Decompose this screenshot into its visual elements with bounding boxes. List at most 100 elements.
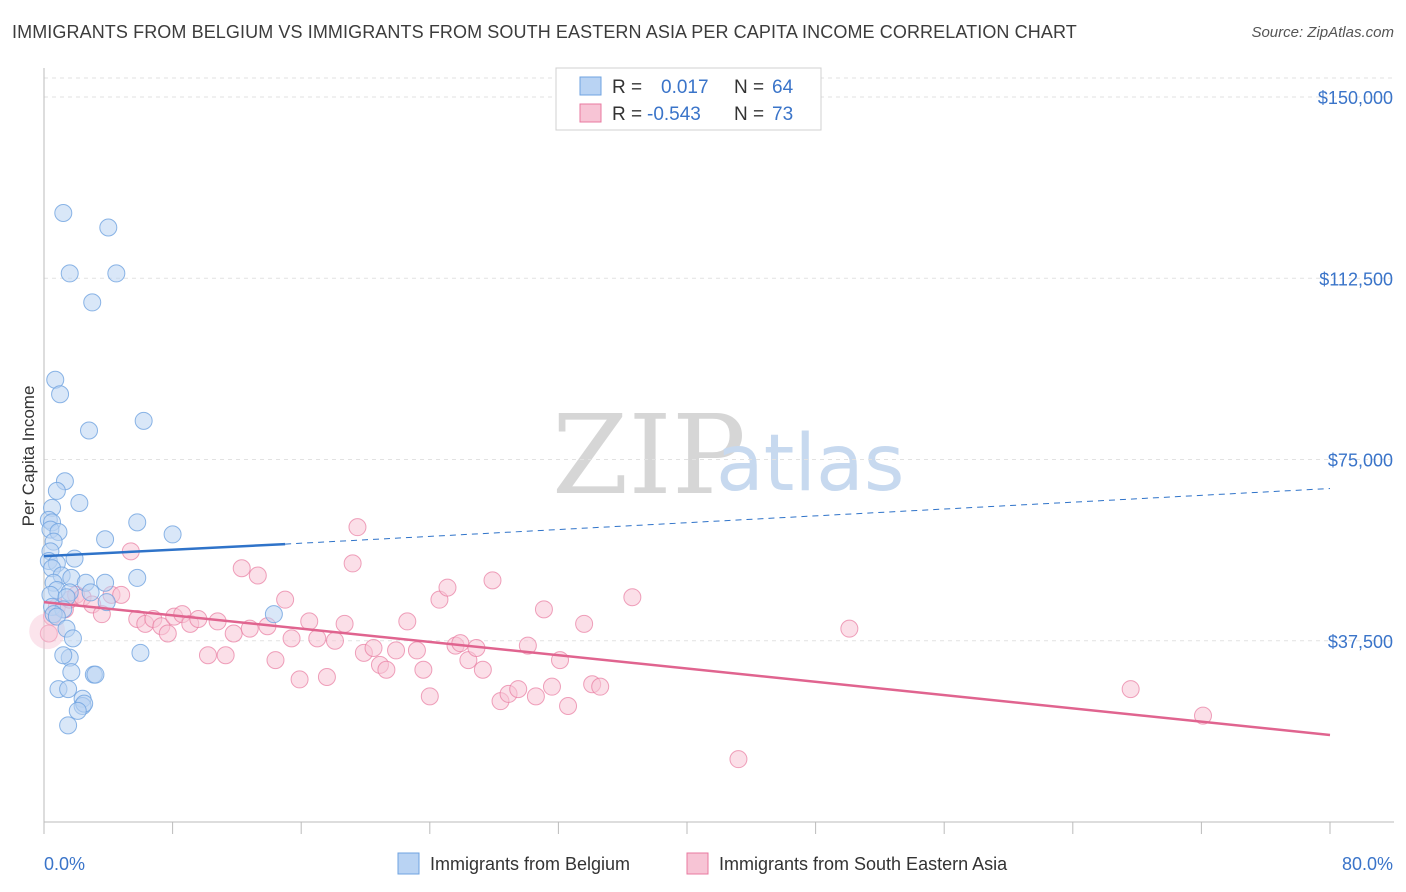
point-belgium: [47, 607, 66, 626]
point-south-eastern-asia: [623, 588, 642, 607]
point-south-eastern-asia: [840, 619, 859, 638]
x-axis-ticks: [43, 822, 1331, 834]
legend-swatch-sea: [579, 103, 602, 123]
series-legend: Immigrants from Belgium Immigrants from …: [397, 852, 1008, 875]
point-belgium: [128, 513, 147, 532]
point-belgium: [134, 411, 153, 430]
trend-line-belgium: [43, 542, 286, 558]
point-south-eastern-asia: [276, 590, 295, 609]
legend-n-label-sea: N =: [734, 104, 764, 125]
point-south-eastern-asia: [364, 639, 383, 657]
point-belgium: [70, 494, 89, 512]
point-south-eastern-asia: [248, 566, 267, 585]
trend-lines: [43, 488, 1331, 737]
legend-n-label-belgium: N =: [734, 77, 764, 98]
point-belgium: [97, 593, 116, 612]
point-belgium: [96, 530, 115, 549]
point-belgium: [65, 549, 84, 568]
y-tick-label: $150,000: [1318, 88, 1393, 108]
x-tick-label-max: 80.0%: [1342, 854, 1393, 874]
bottom-legend-label-belgium: Immigrants from Belgium: [430, 854, 630, 874]
trend-line-south-eastern-asia: [43, 600, 1331, 737]
point-belgium: [99, 218, 118, 237]
point-south-eastern-asia: [591, 677, 610, 696]
source-label: Source: ZipAtlas.com: [1251, 24, 1394, 41]
point-south-eastern-asia: [343, 554, 362, 573]
point-south-eastern-asia: [559, 697, 578, 715]
point-belgium: [107, 264, 126, 283]
point-south-eastern-asia: [308, 629, 327, 648]
point-south-eastern-asia: [158, 624, 177, 643]
point-belgium: [59, 716, 78, 735]
point-south-eastern-asia: [575, 614, 594, 633]
point-south-eastern-asia: [526, 687, 545, 706]
point-belgium: [62, 663, 81, 682]
point-south-eastern-asia: [387, 641, 406, 660]
point-south-eastern-asia: [216, 646, 235, 665]
watermark-zip: ZIP: [552, 391, 746, 519]
trend-line-belgium-extension: [285, 488, 1331, 545]
point-south-eastern-asia: [39, 624, 58, 643]
series-south-eastern-asia-points: [29, 518, 1213, 769]
point-south-eastern-asia: [198, 646, 217, 665]
point-south-eastern-asia: [518, 636, 537, 655]
point-south-eastern-asia: [282, 629, 301, 648]
point-south-eastern-asia: [473, 660, 492, 679]
point-belgium: [80, 421, 99, 440]
point-south-eastern-asia: [398, 612, 417, 631]
point-belgium: [68, 701, 87, 720]
series-belgium-points: [39, 204, 283, 735]
y-tick-label: $112,500: [1319, 269, 1393, 289]
point-south-eastern-asia: [1121, 680, 1140, 699]
legend-r-value-belgium: 0.017: [661, 77, 709, 98]
point-south-eastern-asia: [112, 585, 131, 604]
point-belgium: [60, 264, 79, 283]
y-tick-labels: $37,500 $75,000 $112,500 $150,000: [1318, 88, 1393, 652]
correlation-legend: R = 0.017 N = 64 R = -0.543 N = 73: [555, 67, 822, 131]
legend-r-value-sea: -0.543: [647, 104, 701, 125]
legend-n-value-belgium: 64: [772, 77, 794, 98]
point-belgium: [128, 568, 147, 587]
point-belgium: [59, 680, 78, 699]
chart-title: IMMIGRANTS FROM BELGIUM VS IMMIGRANTS FR…: [12, 22, 1077, 42]
point-south-eastern-asia: [348, 518, 367, 537]
bottom-legend-swatch-sea: [686, 852, 709, 875]
legend-n-value-sea: 73: [772, 104, 793, 125]
point-south-eastern-asia: [451, 634, 470, 653]
legend-swatch-belgium: [579, 76, 602, 96]
point-south-eastern-asia: [534, 600, 553, 619]
point-south-eastern-asia: [509, 680, 528, 699]
point-belgium: [51, 385, 70, 404]
point-south-eastern-asia: [232, 559, 251, 578]
point-belgium: [264, 605, 283, 624]
point-south-eastern-asia: [542, 677, 561, 696]
legend-r-label-belgium: R =: [612, 77, 642, 98]
point-south-eastern-asia: [729, 750, 748, 769]
point-belgium: [47, 481, 66, 500]
point-belgium: [83, 293, 102, 312]
point-belgium: [163, 525, 182, 544]
point-belgium: [54, 646, 73, 665]
point-south-eastern-asia: [420, 687, 439, 706]
point-south-eastern-asia: [335, 614, 354, 633]
point-belgium: [131, 643, 150, 662]
point-south-eastern-asia: [377, 660, 396, 679]
bottom-legend-swatch-belgium: [397, 852, 420, 875]
point-south-eastern-asia: [483, 571, 502, 590]
point-south-eastern-asia: [438, 578, 457, 597]
point-belgium: [81, 583, 100, 602]
point-south-eastern-asia: [290, 670, 309, 689]
y-tick-label: $37,500: [1328, 632, 1393, 652]
point-south-eastern-asia: [300, 612, 319, 631]
point-south-eastern-asia: [325, 631, 344, 650]
point-south-eastern-asia: [224, 624, 243, 643]
point-south-eastern-asia: [1194, 706, 1213, 725]
x-tick-label-min: 0.0%: [44, 854, 85, 874]
watermark-atlas: atlas: [716, 419, 905, 509]
y-tick-label: $75,000: [1328, 451, 1393, 471]
point-belgium: [54, 204, 73, 222]
point-south-eastern-asia: [266, 651, 285, 670]
point-south-eastern-asia: [414, 660, 433, 679]
gridlines: [44, 77, 1394, 642]
